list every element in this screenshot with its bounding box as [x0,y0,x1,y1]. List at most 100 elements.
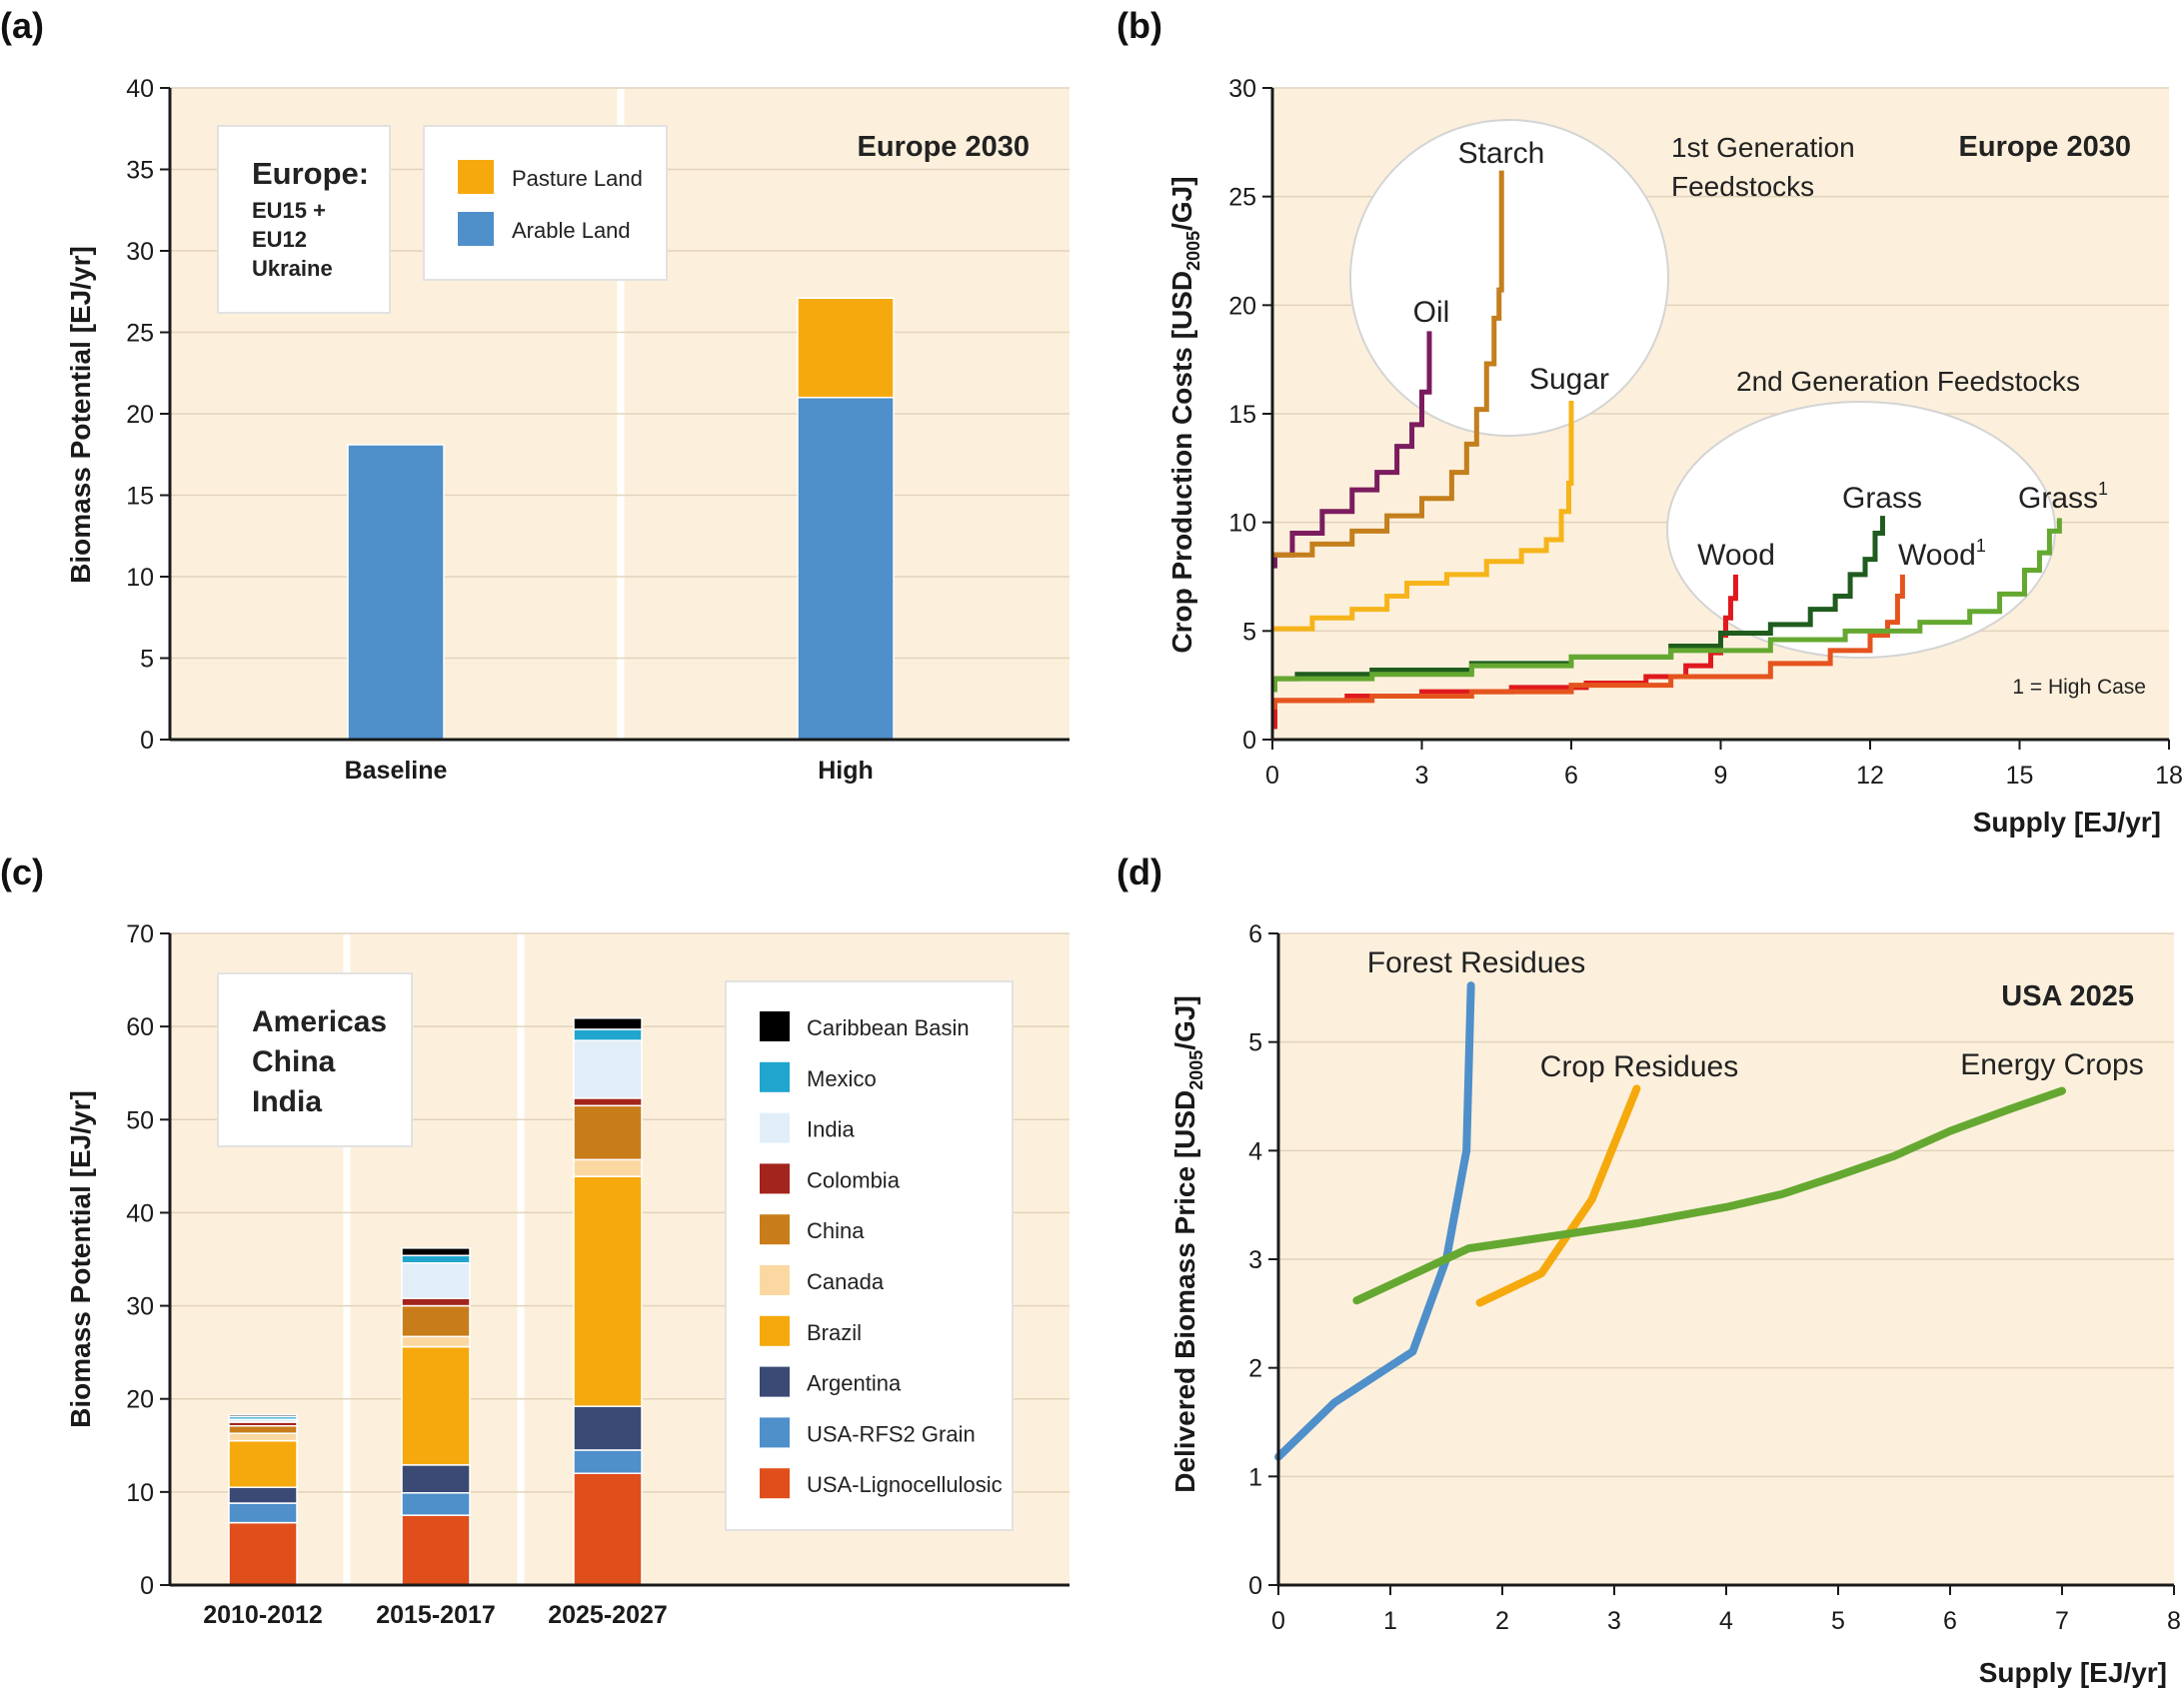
legend-label-arable-land: Arable Land [512,218,631,243]
legend-label-pasture-land: Pasture Land [512,166,643,191]
panel-c-bars [228,1017,643,1586]
bar-2015-2017-india [401,1261,471,1299]
panel-b-xtick-label-12: 12 [1856,762,1884,790]
panel-d-ytick-label-5: 5 [1248,1029,1262,1057]
panel-d-x-ticks: 0 1 2 3 4 5 6 7 8 [1271,1585,2181,1635]
curve-forest-residues [1274,981,1475,1461]
region-box-c-line-1: Americas [252,1005,387,1038]
grass-high-label: Grass1 [2018,479,2108,515]
panel-c-ytick-label-70: 70 [126,920,154,948]
legend-label-caribbean-basin: Caribbean Basin [807,1015,970,1040]
legend-swatch-arable-land [458,212,494,246]
bar-baseline-arable-land [347,444,445,741]
panel-a-ytick-label-0: 0 [140,727,154,755]
panel-a-y-ticks: 0 5 10 15 20 25 30 35 40 [126,75,170,755]
panel-c-category-labels: 2010-2012 2015-2017 2025-2027 [203,1601,668,1629]
region-box-line-1: Europe: [252,156,369,191]
panel-b-region-title: Europe 2030 [1959,131,2131,163]
legend-swatch-canada [760,1265,790,1295]
legend-swatch-caribbean-basin [760,1011,790,1041]
category-label-2015-2017: 2015-2017 [376,1601,496,1629]
grass-high-text: Grass [2018,482,2098,515]
curve-wood1 [1271,574,1905,710]
panel-c-ytick-label-0: 0 [140,1572,154,1600]
bar-2010-2012-brazil [228,1439,298,1488]
legend-swatch-argentina [760,1366,790,1397]
sugar-label: Sugar [1529,363,1609,396]
panel-a-ytick-label-25: 25 [126,320,154,348]
panel-a-y-title: Biomass Potential [EJ/yr] [65,246,96,584]
panel-b-ytick-label-10: 10 [1228,510,1256,538]
panel-b-xtick-label-9: 9 [1714,762,1728,790]
bar-2025-2027-usa-lignocellulosic [573,1472,643,1586]
legend-swatch-china [760,1214,790,1245]
category-label-baseline: Baseline [345,757,448,785]
panel-d-ytick-label-4: 4 [1248,1137,1262,1165]
panel-c-label: (c) [0,851,44,892]
panel-a: (a) 0 5 10 15 20 25 30 35 40 Baseline High Biomas… [0,5,1070,785]
legend-label-usa-rfs2-grain: USA-RFS2 Grain [807,1421,976,1446]
panel-a-ytick-label-35: 35 [126,157,154,185]
region-box-line-4: Ukraine [252,256,333,281]
panel-a-bars [347,297,895,741]
panel-c-ytick-label-20: 20 [126,1386,154,1414]
legend-label-brazil: Brazil [807,1320,862,1345]
panel-b-label: (b) [1116,5,1162,46]
forest-residues-label: Forest Residues [1367,946,1585,979]
panel-d-xtick-label-1: 1 [1383,1607,1397,1635]
panel-c-ytick-label-60: 60 [126,1013,154,1041]
panel-d-curves [1274,981,2066,1461]
panel-b-xtick-label-3: 3 [1415,762,1429,790]
curve-grass [1271,516,1885,691]
panel-d-xtick-label-7: 7 [2055,1607,2069,1635]
first-generation-label: 1st Generation Feedstocks [1671,132,1855,202]
region-box-c-line-2: China [252,1045,336,1078]
panel-a-region-title: Europe 2030 [858,131,1030,163]
panel-b-xtick-label-18: 18 [2155,762,2183,790]
bar-2015-2017-brazil [401,1345,471,1466]
legend-swatch-brazil [760,1315,790,1346]
category-label-high: High [818,757,874,785]
wood-label: Wood [1697,539,1775,572]
legend-label-india: India [807,1117,855,1142]
region-box-line-2: EU15 + [252,198,326,223]
legend-label-china: China [807,1218,865,1243]
first-generation-label-line1: 1st Generation [1671,132,1855,163]
legend-swatch-india [760,1112,790,1143]
bar-2015-2017-argentina [401,1464,471,1494]
bar-high-pasture-land [797,297,895,399]
bar-2025-2027-argentina [573,1405,643,1451]
panel-c-ytick-label-40: 40 [126,1199,154,1227]
panel-d-xtick-label-2: 2 [1495,1607,1509,1635]
panel-b: (b) 0 5 10 15 20 25 30 0 3 6 9 12 15 18 Supply [EJ/y… [1116,5,2183,838]
region-box-line-3: EU12 [252,227,307,252]
starch-label: Starch [1458,137,1545,170]
bar-2025-2027-india [573,1039,643,1099]
panel-c-y-title: Biomass Potential [EJ/yr] [65,1090,96,1428]
panel-b-curves [1271,170,2062,730]
bar-2025-2027-mexico [573,1028,643,1041]
bar-2015-2017-colombia [401,1297,471,1307]
bar-2010-2012-usa-rfs2-grain [228,1502,298,1524]
panel-c-ytick-label-10: 10 [126,1479,154,1507]
panel-d-xtick-label-6: 6 [1943,1607,1957,1635]
panel-b-x-ticks: 0 3 6 9 12 15 18 [1265,740,2183,790]
panel-d-xtick-label-0: 0 [1271,1607,1285,1635]
category-label-2010-2012: 2010-2012 [203,1601,323,1629]
panel-a-ytick-label-20: 20 [126,401,154,429]
crop-residues-label: Crop Residues [1540,1050,1738,1083]
bar-2015-2017-caribbean-basin [401,1247,471,1257]
bar-2010-2012-usa-lignocellulosic [228,1521,298,1586]
legend-label-mexico: Mexico [807,1066,877,1091]
bar-2010-2012-china [228,1424,298,1434]
panel-d-region-title: USA 2025 [2001,980,2134,1012]
legend-label-canada: Canada [807,1269,885,1294]
panel-b-x-title: Supply [EJ/yr] [1973,807,2161,838]
bar-high-arable-land [797,396,895,741]
panel-b-y-title: Crop Production Costs [USD2005/GJ] [1166,176,1203,653]
legend-label-colombia: Colombia [807,1167,901,1192]
panel-d-ytick-label-1: 1 [1248,1463,1262,1491]
bar-2025-2027-usa-rfs2-grain [573,1449,643,1474]
panel-a-ytick-label-40: 40 [126,75,154,103]
panel-b-ytick-label-15: 15 [1228,401,1256,429]
